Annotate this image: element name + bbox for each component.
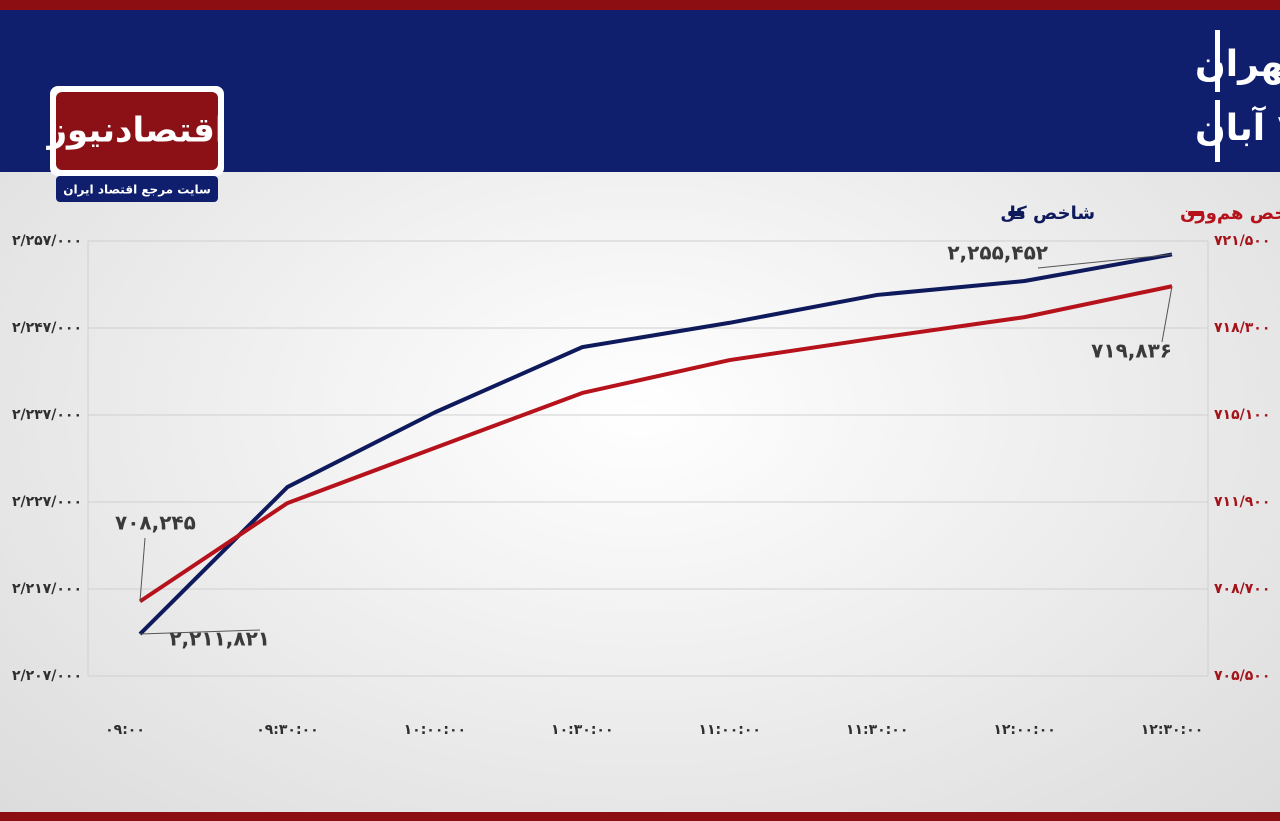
x-tick-label: ۰۹:۳۰:۰۰ [256,722,318,738]
x-tick-label: ۱۲:۳۰:۰۰ [1141,722,1203,738]
tagline: سایت مرجع اقتصاد ایران [63,183,211,197]
y2-tick-label: ۷۰۸/۷۰۰ [1214,581,1270,597]
chart-subtitle: دوشنبه ۲۸ آبان [1195,105,1280,149]
title-bar [1215,30,1220,92]
tagline-box [56,176,218,202]
legend-swatch [1008,211,1025,216]
y2-tick-label: ۷۰۵/۵۰۰ [1214,668,1270,684]
legend-label: شاخص هم‌وزن [1180,203,1280,224]
x-tick-label: ۱۰:۰۰:۰۰ [404,722,466,738]
legend-swatch [1188,211,1204,216]
logo-box [56,92,218,170]
callout-line [1161,286,1173,343]
logo-text: اقتصادنیوز [45,111,226,151]
x-tick-label: ۱۱:۳۰:۰۰ [846,722,908,738]
y2-tick-label: ۷۱۵/۱۰۰ [1214,407,1270,423]
data-label: ۷۰۸,۲۴۵ [115,511,196,535]
y-tick-label: ۲/۲۵۷/۰۰۰ [12,233,82,249]
y2-tick-label: ۷۱۱/۹۰۰ [1214,494,1270,510]
y-tick-label: ۲/۲۱۷/۰۰۰ [12,581,82,597]
y-tick-label: ۲/۲۲۷/۰۰۰ [12,494,82,510]
x-tick-label: ۰۹:۰۰ [105,722,145,738]
y2-tick-label: ۷۲۱/۵۰۰ [1214,233,1270,249]
chart-title: روند ساعتی شاخص کل و هم‌وزن بورس تهران [1195,44,1280,85]
data-label: ۲,۲۵۵,۴۵۲ [947,241,1048,265]
data-label: ۲,۲۱۱,۸۲۱ [169,627,270,651]
y2-tick-label: ۷۱۸/۳۰۰ [1214,320,1270,336]
callout-line [139,629,261,635]
series-line [138,252,1173,636]
top-stripe [0,0,1280,10]
callout-line [139,537,146,602]
legend-label: شاخص کل [1000,203,1095,224]
x-tick-label: ۱۲:۰۰:۰۰ [993,722,1055,738]
series-line [138,284,1173,604]
data-label: ۷۱۹,۸۳۶ [1091,339,1172,363]
y-tick-label: ۲/۲۴۷/۰۰۰ [12,320,82,336]
callout-line [1037,253,1173,269]
x-tick-label: ۱۰:۳۰:۰۰ [551,722,613,738]
subtitle-bar [1215,100,1220,162]
x-tick-label: ۱۱:۰۰:۰۰ [698,722,760,738]
y-tick-label: ۲/۲۳۷/۰۰۰ [12,407,82,423]
bottom-stripe [0,812,1280,821]
y-tick-label: ۲/۲۰۷/۰۰۰ [12,668,82,684]
